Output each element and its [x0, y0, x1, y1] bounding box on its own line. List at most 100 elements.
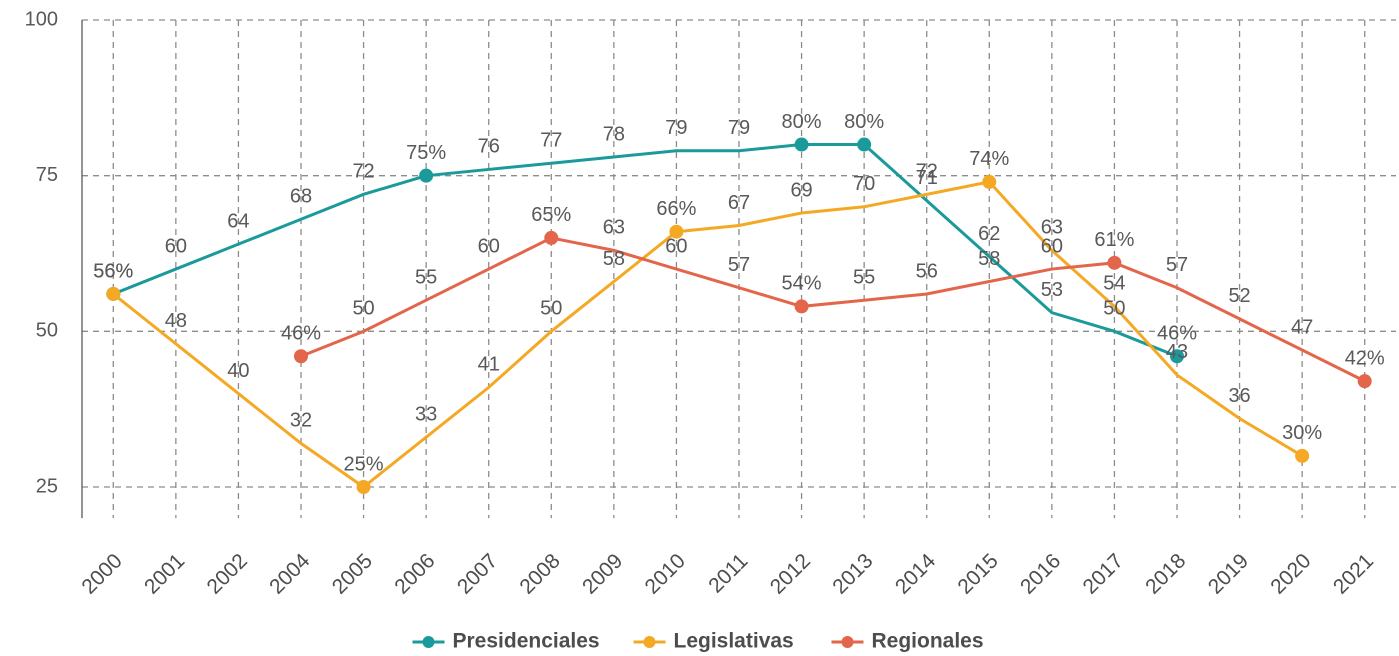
x-tick-label: 2005	[328, 549, 377, 598]
x-tick-label: 2013	[828, 549, 877, 598]
x-tick-label: 2021	[1329, 549, 1378, 598]
data-label: 32	[290, 410, 312, 432]
data-label: 36	[1228, 385, 1250, 407]
y-tick-label: 50	[36, 320, 58, 342]
y-tick-label: 25	[36, 475, 58, 497]
marker	[106, 286, 121, 301]
x-tick-label: 2004	[265, 549, 315, 599]
data-label: 79	[665, 117, 687, 139]
data-label: 56%	[93, 260, 133, 282]
series-line	[300, 236, 1366, 383]
legend-label: Legislativas	[674, 630, 794, 653]
data-label: 77	[540, 129, 562, 151]
data-label: 50	[352, 298, 374, 320]
data-label: 80%	[844, 111, 884, 133]
x-tick-label: 2010	[641, 549, 690, 598]
data-label: 53	[1041, 279, 1063, 301]
marker	[294, 349, 308, 364]
data-label: 48	[165, 310, 187, 332]
data-label: 67	[728, 192, 750, 214]
x-tick-label: 2012	[766, 549, 815, 598]
data-label: 79	[728, 117, 750, 139]
x-tick-label: 2007	[453, 549, 502, 598]
legend-marker	[643, 636, 656, 648]
x-tick-label: 2006	[390, 549, 439, 598]
legend-label: Regionales	[872, 630, 984, 653]
x-tick-label: 2020	[1266, 549, 1315, 598]
marker	[1357, 374, 1372, 389]
data-label: 56	[916, 260, 938, 282]
x-tick-label: 2001	[140, 549, 189, 598]
x-tick-label: 2000	[77, 549, 126, 598]
data-label: 25%	[344, 453, 384, 475]
data-label: 42%	[1345, 347, 1385, 369]
data-label: 62	[978, 223, 1000, 245]
data-label: 76	[478, 136, 500, 158]
marker	[419, 168, 434, 183]
x-tick-label: 2009	[578, 549, 627, 598]
marker	[982, 174, 997, 189]
data-label: 72	[352, 161, 374, 183]
data-label: 80%	[782, 111, 822, 133]
data-label: 66%	[656, 198, 696, 220]
data-label: 33	[415, 403, 437, 425]
data-label: 46%	[1157, 323, 1197, 345]
x-tick-label: 2017	[1079, 549, 1128, 598]
legend-marker	[422, 636, 435, 648]
x-tick-label: 2002	[203, 549, 252, 598]
y-tick-label: 100	[25, 8, 58, 30]
data-label: 43	[1166, 341, 1188, 363]
data-label: 72	[916, 161, 938, 183]
data-label: 60	[165, 235, 187, 257]
data-label: 30%	[1282, 422, 1322, 444]
data-label: 40	[227, 360, 249, 382]
data-label: 55	[415, 266, 437, 288]
data-label: 64	[227, 210, 249, 232]
series-line	[112, 180, 1303, 489]
data-label: 41	[478, 354, 500, 376]
marker	[669, 224, 684, 239]
data-label: 68	[290, 186, 312, 208]
x-tick-label: 2008	[515, 549, 564, 598]
data-label: 69	[790, 179, 812, 201]
x-tick-label: 2019	[1204, 549, 1253, 598]
marker	[356, 480, 371, 494]
marker	[794, 137, 809, 152]
data-label: 55	[853, 266, 875, 288]
data-label: 71	[916, 167, 938, 189]
marker	[1107, 255, 1122, 270]
data-label: 60	[478, 235, 500, 257]
data-label: 58	[978, 248, 1000, 270]
data-label: 61%	[1094, 229, 1134, 251]
marker	[544, 230, 559, 245]
marker	[1295, 448, 1310, 463]
data-label: 54%	[782, 273, 822, 295]
marker	[1170, 349, 1184, 364]
y-tick-label: 75	[36, 164, 58, 186]
data-label: 56%	[93, 260, 133, 282]
legend-label: Presidenciales	[453, 630, 600, 653]
data-label: 47	[1291, 316, 1313, 338]
x-tick-label: 2016	[1016, 549, 1065, 598]
data-label: 50	[1103, 298, 1125, 320]
data-label: 74%	[969, 148, 1009, 170]
data-label: 70	[853, 173, 875, 195]
legend-marker	[841, 636, 854, 648]
data-label: 57	[728, 254, 750, 276]
data-label: 63	[1041, 217, 1063, 239]
data-label: 58	[603, 248, 625, 270]
data-label: 78	[603, 123, 625, 145]
x-tick-label: 2018	[1141, 549, 1190, 598]
data-label: 50	[540, 298, 562, 320]
data-label: 63	[603, 217, 625, 239]
data-label: 75%	[406, 142, 446, 164]
marker	[794, 299, 809, 314]
data-label: 65%	[531, 204, 571, 226]
data-label: 46%	[281, 323, 321, 345]
marker	[857, 137, 872, 152]
data-label: 60	[665, 235, 687, 257]
x-tick-label: 2011	[704, 549, 752, 597]
series-line	[112, 143, 1178, 358]
data-label: 54	[1103, 273, 1125, 295]
